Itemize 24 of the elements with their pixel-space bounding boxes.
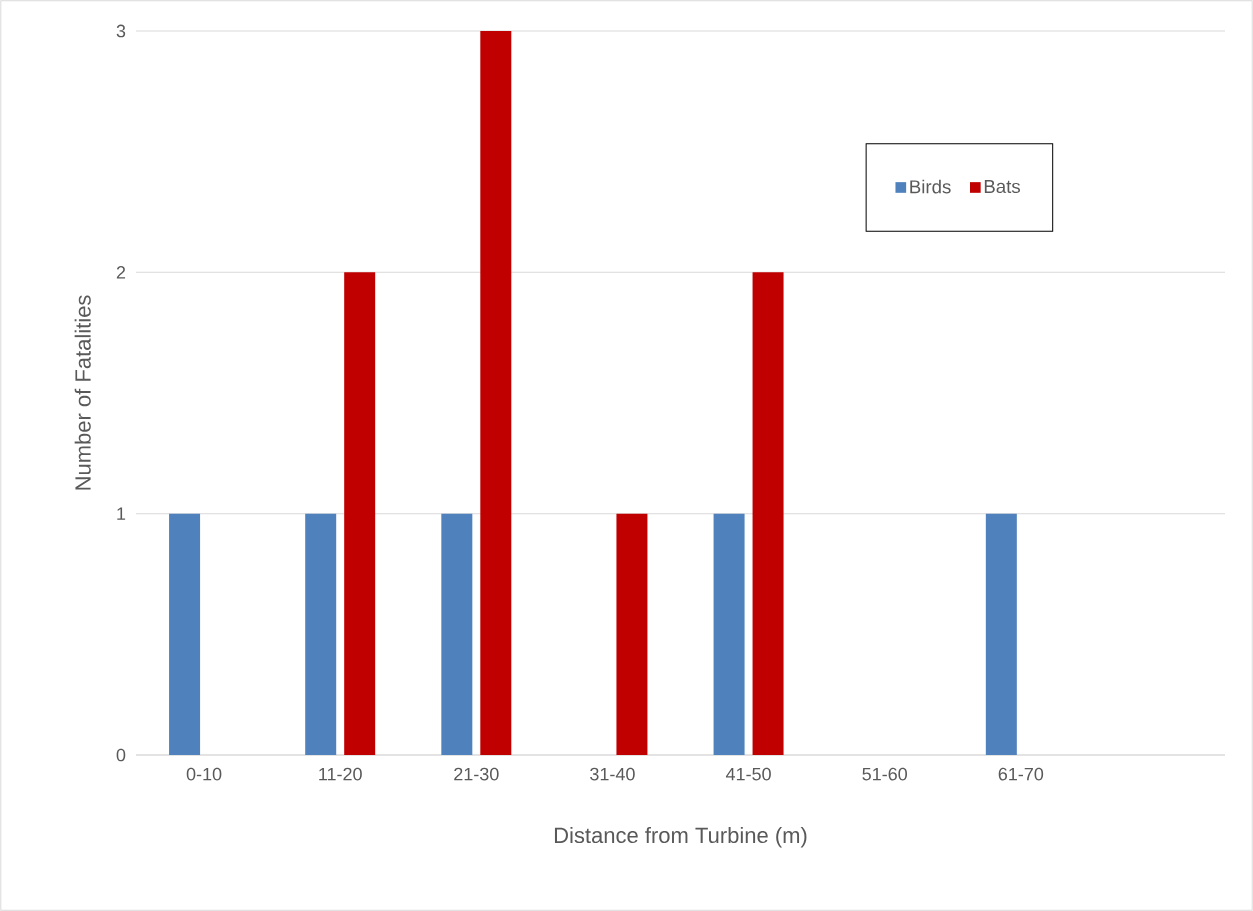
bar: [344, 272, 376, 755]
x-tick-label: 61-70: [998, 767, 1044, 781]
y-tick-label: 0: [116, 748, 126, 762]
y-tick-label: 3: [116, 24, 126, 38]
y-tick-label: 1: [117, 507, 126, 520]
bar: [985, 513, 1017, 755]
bar: [616, 513, 648, 755]
x-tick-label: 31-40: [590, 767, 635, 781]
y-tick-label: 2: [116, 266, 126, 279]
x-tick-label: 21-30: [454, 767, 499, 781]
bar: [441, 513, 473, 755]
bar: [752, 272, 784, 755]
y-axis-title: Number of Fatalities: [74, 295, 91, 490]
bar: [305, 513, 337, 755]
bar: [169, 513, 201, 755]
x-tick-label: 41-50: [725, 767, 771, 781]
x-tick-label: 51-60: [862, 767, 907, 781]
x-tick-label: 0-10: [186, 767, 222, 781]
x-axis-title: Distance from Turbine (m): [554, 826, 807, 848]
bar: [480, 31, 512, 755]
x-tick-label: 11-20: [319, 767, 362, 781]
bar: [713, 513, 745, 755]
legend-label: Bats: [984, 180, 1021, 194]
legend-label: Birds: [910, 179, 951, 194]
